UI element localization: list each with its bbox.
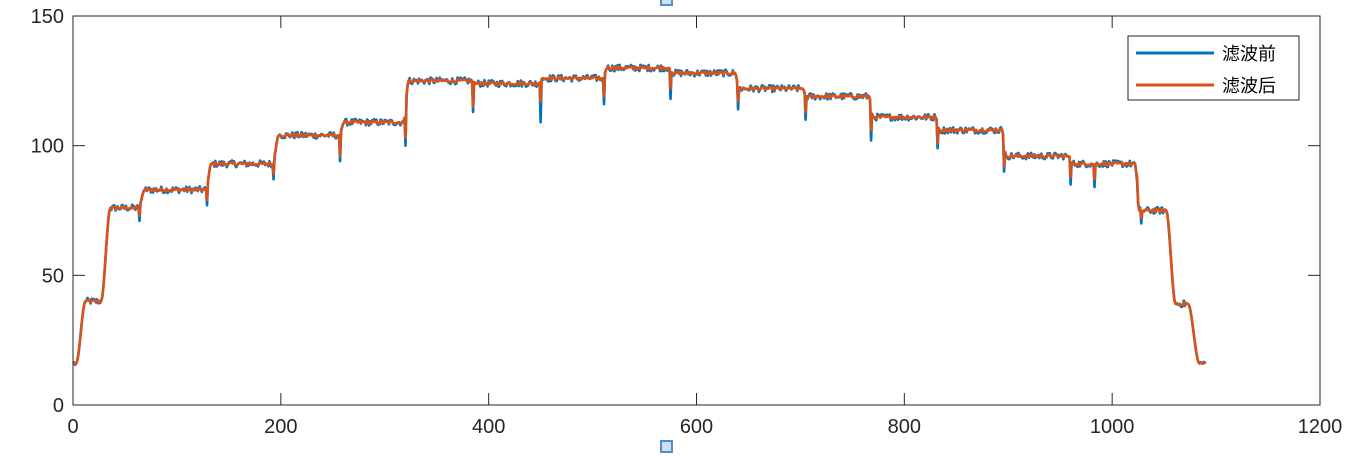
x-tick-label: 1200: [1298, 416, 1343, 438]
x-tick-label: 0: [67, 416, 78, 438]
y-tick-label: 150: [31, 6, 64, 28]
series-line-after: [72, 65, 1207, 366]
series-layer: [72, 63, 1207, 367]
y-tick-label: 50: [42, 265, 64, 287]
x-tick-label: 600: [680, 416, 713, 438]
x-tick-label: 1000: [1090, 416, 1135, 438]
x-tick-label: 400: [472, 416, 505, 438]
selection-handle-top[interactable]: [660, 0, 673, 6]
legend-box: [1127, 35, 1300, 101]
plot-area: [73, 16, 1320, 405]
y-tick-label: 0: [53, 395, 64, 417]
x-tick-label: 800: [888, 416, 921, 438]
selection-handle-bottom[interactable]: [660, 440, 673, 453]
legend-label-before: 滤波前: [1222, 44, 1276, 65]
y-tick-label: 100: [31, 136, 64, 158]
tick-layer: 0 200 400 600 800 1000 1200 0 50 100 150: [31, 6, 1343, 438]
legend: 滤波前 滤波后: [1127, 35, 1300, 101]
legend-label-after: 滤波后: [1222, 76, 1276, 97]
x-tick-label: 200: [264, 416, 297, 438]
